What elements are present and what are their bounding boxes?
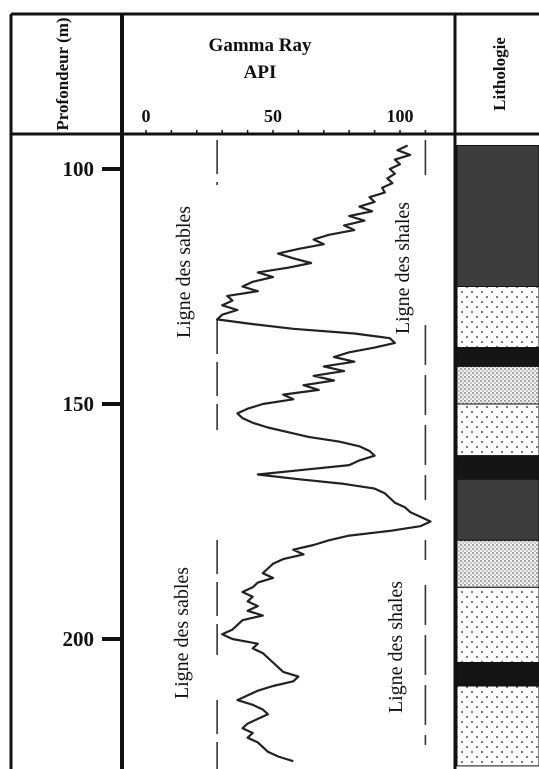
depth-tick-label: 100 [63, 157, 95, 181]
gamma-tick-label: 0 [142, 106, 151, 126]
lithology-column [456, 145, 539, 767]
sand-line-label-lower: Ligne des sables [171, 567, 193, 699]
shale-line-label-upper: Ligne des shales [392, 202, 414, 334]
depth-tick-label: 150 [63, 392, 95, 416]
gamma-header-title: Gamma Ray [209, 35, 312, 56]
gamma-scale-minor-ticks [145, 130, 427, 134]
lithology-layer-shale [456, 478, 539, 541]
lithology-layer-fine-sand [456, 365, 539, 405]
lithology-layer-sand [456, 586, 539, 663]
gamma-tick-label: 50 [264, 106, 282, 126]
gamma-ray-curve [216, 144, 432, 763]
sand-line-label-upper: Ligne des sables [173, 206, 195, 338]
gamma-header-unit: API [244, 62, 277, 83]
lithology-layer-shale [456, 662, 539, 687]
lithology-layer-sand [456, 286, 539, 349]
depth-tick-marks [102, 167, 122, 641]
lithology-layer-shale [456, 347, 539, 367]
depth-tick-label: 200 [63, 627, 95, 651]
gamma-tick-label: 100 [387, 106, 414, 126]
depth-header-label: Profondeur (m) [53, 17, 72, 130]
gamma-scale: 0 50 100 [142, 106, 414, 126]
lithology-layer-sand [456, 685, 539, 767]
shale-line-label-lower: Ligne des shales [385, 581, 407, 713]
baseline-guides [216, 140, 427, 769]
lithology-header-label: Lithologie [490, 37, 509, 111]
lithology-layer-shale [456, 145, 539, 287]
depth-scale: 100 150 200 [63, 157, 95, 651]
lithology-layer-shale [456, 455, 539, 480]
lithology-layer-sand [456, 403, 539, 457]
lithology-layer-fine-sand [456, 539, 539, 588]
